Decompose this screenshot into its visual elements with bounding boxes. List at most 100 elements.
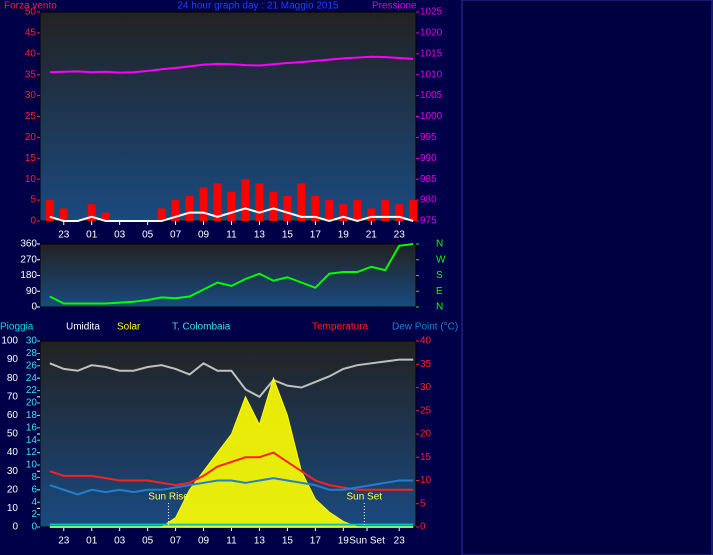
- bar: [241, 179, 250, 221]
- y2-tick-label: 990: [420, 153, 437, 164]
- y2-tick-label: 15: [420, 452, 432, 463]
- x-tick-label: 05: [142, 230, 154, 241]
- y-tick-label: 30: [25, 90, 37, 101]
- y2-tick-label: 30: [420, 382, 432, 393]
- y3-tick-label: 20: [26, 398, 38, 409]
- y-tick-label: 70: [7, 391, 19, 402]
- y-tick-label: 10: [25, 174, 37, 185]
- y-tick-label: 50: [7, 429, 19, 440]
- annotation: Sun Set: [346, 492, 382, 503]
- y-tick-label: 50: [25, 7, 37, 18]
- y-tick-label: 30: [7, 466, 19, 477]
- y2-tick-label: S: [436, 270, 443, 281]
- y-tick-label: 40: [7, 447, 19, 458]
- y3-tick-label: 2: [31, 509, 37, 520]
- y2-tick-label: 1010: [420, 69, 443, 80]
- y-tick-label: 5: [30, 195, 36, 206]
- y3-tick-label: 6: [31, 484, 37, 495]
- x-tick-label: 19: [338, 536, 350, 547]
- y-tick-label: 90: [7, 354, 19, 365]
- legend-label: Solar: [117, 322, 141, 333]
- x-tick-label: 03: [114, 230, 126, 241]
- x-tick-label: 05: [142, 536, 154, 547]
- x-tick-label: 01: [86, 536, 98, 547]
- bar: [269, 191, 278, 221]
- y-tick-label: 40: [25, 48, 37, 59]
- bar: [297, 183, 306, 221]
- bar: [283, 195, 292, 221]
- area: [49, 376, 414, 528]
- y2-tick-label: 1020: [420, 28, 443, 39]
- y-tick-label: 270: [20, 254, 37, 265]
- x-tick-label: 13: [254, 230, 266, 241]
- y3-tick-label: 10: [26, 460, 38, 471]
- y2-tick-label: 980: [420, 195, 437, 206]
- y2-tick-label: 1005: [420, 90, 443, 101]
- bar: [395, 204, 404, 221]
- bar: [255, 183, 264, 221]
- y2-tick-label: N: [436, 239, 443, 250]
- y-axis-title: Forza vento: [4, 1, 57, 12]
- y3-tick-label: 12: [26, 447, 38, 458]
- y3-tick-label: 30: [26, 336, 38, 347]
- y3-tick-label: 14: [26, 435, 38, 446]
- y2-tick-label: 0: [420, 522, 426, 533]
- legend-label: Umidita: [66, 322, 100, 333]
- x-tick-label: Sun Set: [349, 536, 385, 547]
- y-tick-label: 0: [12, 522, 18, 533]
- y2-tick-label: 975: [420, 216, 437, 227]
- y3-tick-label: 22: [26, 385, 38, 396]
- x-tick-label: 23: [394, 230, 406, 241]
- plot-area: [39, 11, 417, 222]
- x-tick-label: 21: [366, 230, 378, 241]
- x-tick-label: 19: [338, 230, 350, 241]
- bar: [45, 200, 54, 221]
- y2-tick-label: W: [436, 254, 446, 265]
- bar: [171, 200, 180, 221]
- y2-tick-label: 35: [420, 359, 432, 370]
- plot-area: [39, 243, 417, 308]
- y3-tick-label: 16: [26, 422, 38, 433]
- x-tick-label: 09: [198, 536, 210, 547]
- y2-tick-label: 40: [420, 336, 432, 347]
- y-tick-label: 90: [26, 286, 38, 297]
- y3-tick-label: 0: [31, 522, 37, 533]
- y-tick-label: 15: [25, 153, 37, 164]
- line: [49, 477, 414, 496]
- side-panel: [461, 0, 713, 555]
- y-tick-label: 100: [1, 336, 18, 347]
- y2-tick-label: 1025: [420, 7, 443, 18]
- y3-tick-label: 28: [26, 348, 38, 359]
- y-tick-label: 60: [7, 410, 19, 421]
- annotation: Sun Rise: [148, 492, 189, 503]
- x-tick-label: 11: [226, 536, 237, 547]
- x-tick-label: 01: [86, 230, 98, 241]
- bar: [353, 200, 362, 221]
- y3-tick-label: 8: [31, 472, 37, 483]
- line: [49, 207, 414, 223]
- y-tick-label: 25: [25, 111, 37, 122]
- y2-tick-label: 25: [420, 405, 432, 416]
- bar: [367, 208, 376, 221]
- x-tick-label: 17: [310, 230, 322, 241]
- x-tick-label: 03: [114, 536, 126, 547]
- bar: [409, 200, 418, 221]
- x-tick-label: 07: [170, 230, 182, 241]
- y-tick-label: 20: [25, 132, 37, 143]
- y2-tick-label: 1015: [420, 48, 443, 59]
- x-tick-label: 15: [282, 536, 294, 547]
- legend-label: Temperatura: [312, 322, 369, 333]
- y-tick-label: 45: [25, 28, 37, 39]
- y-tick-label: 20: [7, 484, 19, 495]
- y2-tick-label: 995: [420, 132, 437, 143]
- bar: [227, 191, 236, 221]
- y2-tick-label: 5: [420, 498, 426, 509]
- y3-tick-label: 18: [26, 410, 38, 421]
- y2-tick-label: 10: [420, 475, 432, 486]
- line: [49, 55, 414, 74]
- x-tick-label: 11: [226, 230, 237, 241]
- y2-tick-label: 20: [420, 429, 432, 440]
- y-tick-label: 35: [25, 69, 37, 80]
- bar: [87, 204, 96, 221]
